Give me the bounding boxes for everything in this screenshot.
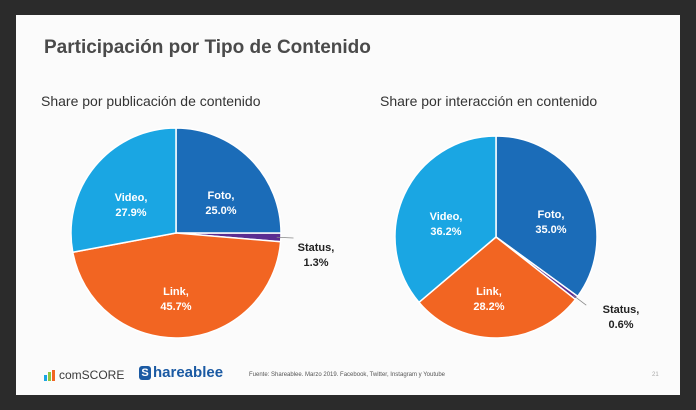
shareablee-s-icon: S	[139, 365, 151, 380]
pie-2-label-foto-name: Foto,	[538, 209, 565, 221]
source-note: Fuente: Shareablee. Marzo 2019. Facebook…	[249, 372, 446, 378]
pie-1-label-link-name: Link,	[163, 286, 189, 298]
pie-1-leader-line-status	[276, 236, 294, 239]
shareablee-logo-text: hareablee	[153, 364, 224, 381]
bar-chart-icon	[44, 369, 56, 381]
pie-1-label-video-name: Video,	[115, 192, 148, 204]
pie-2-label-link-value: 28.2%	[473, 301, 504, 313]
pie-2-slice-foto	[495, 135, 598, 298]
comscore-logo-text: comSCORE	[59, 368, 125, 382]
chart-1-title: Share por publicación de contenido	[41, 93, 261, 109]
slide-title: Participación por Tipo de Contenido	[44, 37, 371, 58]
chart-2-title: Share por interacción en contenido	[380, 93, 598, 109]
page-number: 21	[652, 372, 659, 378]
pie-2-label-video-name: Video,	[430, 211, 463, 223]
pie-1-label-status-name: Status,	[298, 242, 335, 254]
pie-1-label-video-value: 27.9%	[115, 207, 146, 219]
pie-2-label-foto-value: 35.0%	[535, 224, 566, 236]
pie-2-slice-video	[394, 135, 497, 304]
pie-1-label-link-value: 45.7%	[160, 301, 191, 313]
slide: Participación por Tipo de Contenido Shar…	[16, 15, 680, 395]
pie-2-slice-link	[417, 236, 577, 339]
pie-charts: Foto, 25.0% Status, 1.3% Link, 45.7% Video, 27.…	[70, 127, 640, 339]
pie-2-label-video-value: 36.2%	[430, 226, 461, 238]
shareablee-logo: S hareablee	[139, 364, 223, 381]
pie-1-slice-foto	[175, 127, 282, 234]
pie-1-slice-video	[70, 127, 177, 254]
pie-2-label-status-value: 0.6%	[608, 319, 633, 331]
pie-1-slice-link	[71, 232, 282, 339]
pie-1-label-status-value: 1.3%	[303, 257, 328, 269]
comscore-logo: comSCORE	[44, 368, 124, 382]
pie-1-label-foto-value: 25.0%	[205, 205, 236, 217]
pie-2-label-link-name: Link,	[476, 286, 502, 298]
pie-1-label-foto-name: Foto,	[208, 190, 235, 202]
pie-2-label-status-name: Status,	[603, 304, 640, 316]
pie-2-leader-line-status	[573, 295, 587, 306]
